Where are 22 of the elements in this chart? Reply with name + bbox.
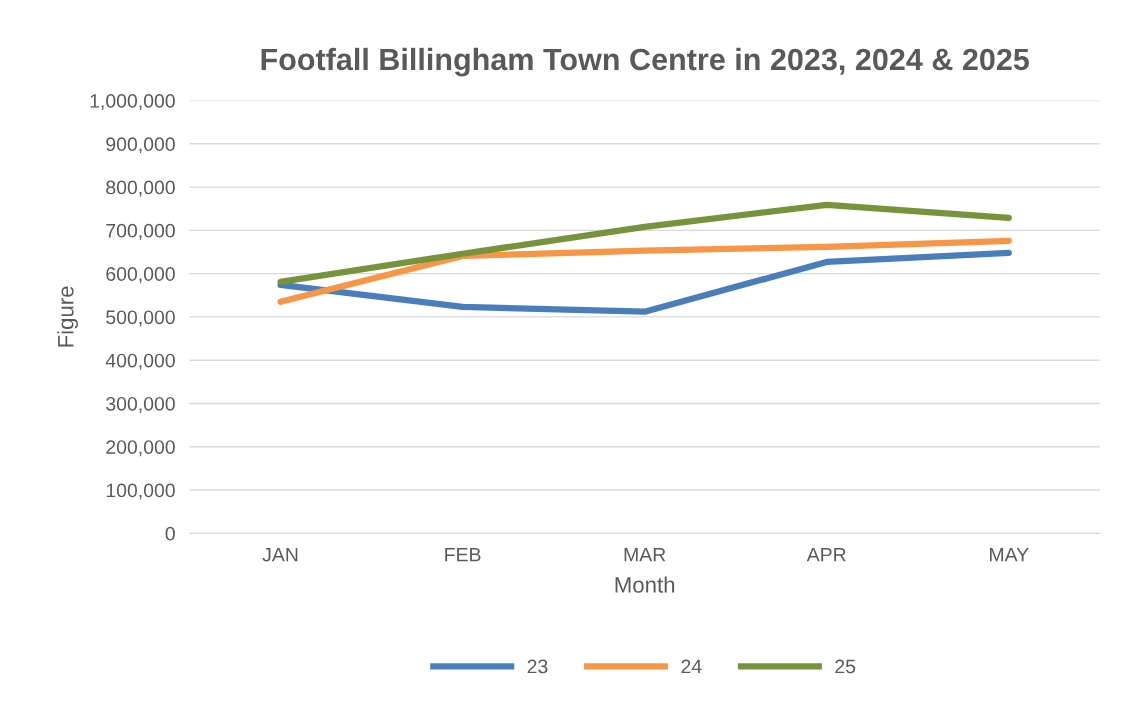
legend-label: 25 xyxy=(835,659,856,674)
y-tick-label: 600,000 xyxy=(106,267,175,284)
y-tick-label: 500,000 xyxy=(106,310,175,327)
y-tick-label: 100,000 xyxy=(106,483,175,500)
y-tick-label: 200,000 xyxy=(106,440,175,457)
y-axis-title: Figure xyxy=(57,286,79,347)
y-tick-label: 700,000 xyxy=(106,223,175,240)
x-tick-label: APR xyxy=(806,547,846,562)
y-tick-label: 800,000 xyxy=(106,180,175,197)
y-tick-label: 0 xyxy=(165,526,175,541)
x-axis-title: Month xyxy=(615,576,675,593)
x-tick-label: MAY xyxy=(990,547,1029,562)
legend-label: 24 xyxy=(681,659,702,674)
legend-label: 23 xyxy=(527,659,548,674)
y-tick-label: 1,000,000 xyxy=(90,94,175,111)
y-tick-label: 300,000 xyxy=(106,396,175,414)
x-tick-label: JAN xyxy=(262,547,298,562)
y-tick-label: 400,000 xyxy=(105,353,175,370)
x-tick-label: MAR xyxy=(624,547,666,562)
chart-title: Footfall Billingham Town Centre in 2023, 2024 & 2025 xyxy=(261,47,1029,77)
x-tick-label: FEB xyxy=(445,547,481,562)
y-tick-label: 900,000 xyxy=(106,137,175,154)
